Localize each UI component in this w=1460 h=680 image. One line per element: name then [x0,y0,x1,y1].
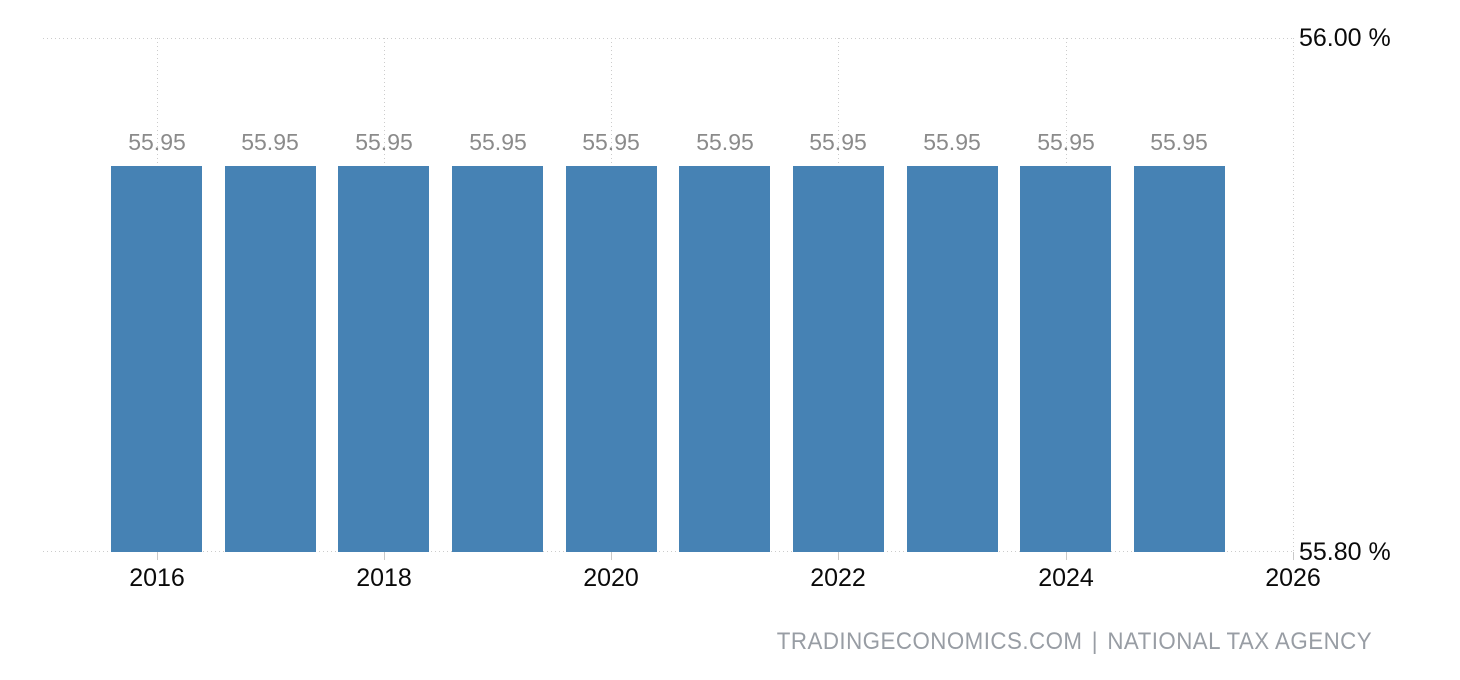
bar-2020[interactable] [566,166,657,552]
bar-2025[interactable] [1134,166,1225,552]
x-axis-label-2022: 2022 [810,564,866,592]
y-axis-label-56.00: 56.00 % [1299,24,1391,52]
x-tick-2026 [1293,552,1294,560]
bar-value-label-2024: 55.95 [1037,129,1095,155]
bar-value-label-2017: 55.95 [241,129,299,155]
y-axis-label-55.80: 55.80 % [1299,538,1391,566]
x-axis-label-2018: 2018 [356,564,412,592]
x-tick-2024 [1066,552,1067,560]
attribution-separator: | [1091,628,1098,655]
bar-2017[interactable] [225,166,316,552]
attribution-source-link[interactable]: TRADINGECONOMICS.COM [776,628,1083,655]
y-gridline-56.00 [43,38,1293,39]
attribution-provider: NATIONAL TAX AGENCY [1107,628,1372,655]
bar-value-label-2021: 55.95 [696,129,754,155]
attribution: TRADINGECONOMICS.COM | NATIONAL TAX AGEN… [777,628,1372,656]
x-gridline-2026 [1293,38,1294,552]
bar-2022[interactable] [793,166,884,552]
bar-2024[interactable] [1020,166,1111,552]
bar-value-label-2016: 55.95 [128,129,186,155]
bar-2018[interactable] [338,166,429,552]
x-axis-label-2024: 2024 [1038,564,1094,592]
bar-2016[interactable] [111,166,202,552]
y-gridline-55.80 [43,551,1293,552]
x-tick-2016 [157,552,158,560]
x-axis-label-2020: 2020 [583,564,639,592]
bar-2021[interactable] [679,166,770,552]
bar-value-label-2025: 55.95 [1150,129,1208,155]
x-tick-2018 [384,552,385,560]
bar-value-label-2018: 55.95 [355,129,413,155]
x-axis-label-2026: 2026 [1265,564,1321,592]
x-tick-2020 [611,552,612,560]
bar-2019[interactable] [452,166,543,552]
bar-value-label-2022: 55.95 [809,129,867,155]
bar-value-label-2019: 55.95 [469,129,527,155]
plot-area: 55.95 55.95 55.95 55.95 55.95 55.95 55.95 55.95… [43,38,1294,552]
bar-value-label-2023: 55.95 [923,129,981,155]
bar-2023[interactable] [907,166,998,552]
x-tick-2022 [838,552,839,560]
bar-value-label-2020: 55.95 [582,129,640,155]
x-axis-label-2016: 2016 [129,564,185,592]
